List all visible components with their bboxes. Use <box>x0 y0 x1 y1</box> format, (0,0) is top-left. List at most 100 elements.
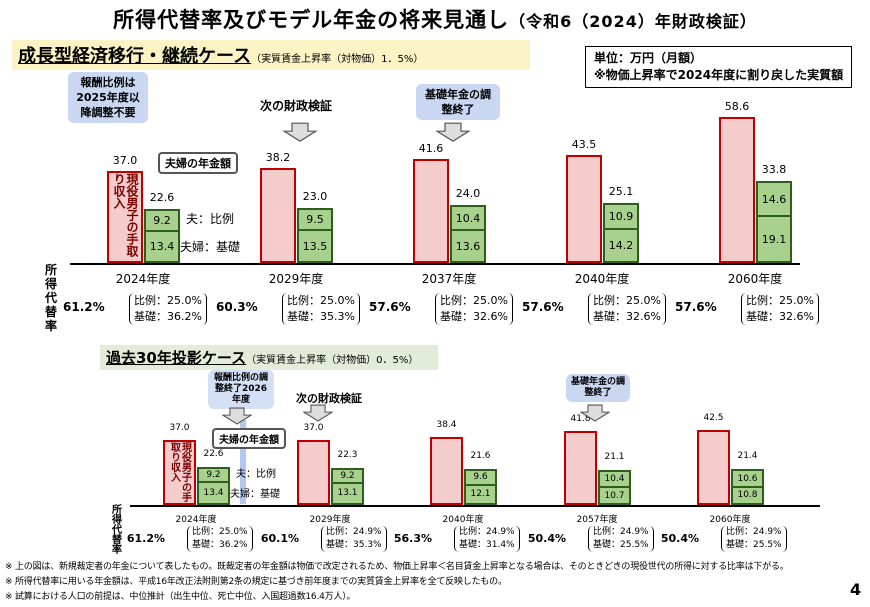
income-bar <box>697 430 730 505</box>
footnote-1: ※ 上の図は、新規裁定者の年金について表したもの。既裁定者の年金額は物価で改定さ… <box>5 562 789 572</box>
income-value: 38.2 <box>265 150 291 164</box>
category-label: 2024年度 <box>115 272 171 286</box>
kiso-bar: 13.4 <box>197 481 230 505</box>
hirei-rate: 比例：25.0% <box>134 294 202 307</box>
income-value: 37.0 <box>303 422 324 433</box>
note-next-review: 次の財政検証 <box>260 99 333 113</box>
income-bar: 現役男子の手取り収入 <box>163 439 196 505</box>
footnote-3: ※ 試算における人口の前提は、中位推計（出生中位、死亡中位、入国超過数16.4万… <box>5 592 356 602</box>
kiso-bar: 10.7 <box>598 486 631 505</box>
replacement-rate: 60.3% <box>216 300 258 314</box>
baseline <box>130 505 820 507</box>
income-value: 42.5 <box>703 413 724 424</box>
category-label: 2057年度 <box>576 515 618 525</box>
rate-breakdown: 比例：25.0% 基礎：32.6% <box>588 293 666 325</box>
category-label: 2060年度 <box>727 272 783 286</box>
unit-line2: ※物価上昇率で2024年度に割り戻した実質額 <box>594 68 844 82</box>
page-title: 所得代替率及びモデル年金の将来見通し（令和6（2024）年財政検証） <box>0 4 870 34</box>
income-value: 38.4 <box>436 420 457 431</box>
case2-header: 過去30年投影ケース（実質賃金上昇率（対物価）0．5%） <box>100 345 438 370</box>
kiso-rate: 基礎：32.6% <box>746 310 814 323</box>
hirei-rate: 比例：25.0% <box>746 294 814 307</box>
kiso-bar: 13.1 <box>331 481 364 505</box>
pension-total-value: 25.1 <box>608 184 634 198</box>
kiso-bar: 14.2 <box>603 227 639 263</box>
category-label: 2024年度 <box>175 515 217 525</box>
replacement-rate: 61.2% <box>63 300 105 314</box>
case1-subtitle: （実質賃金上昇率（対物価）1．5%） <box>251 54 424 65</box>
unit-line1: 単位：万円（月額） <box>594 51 703 65</box>
replacement-rate: 57.6% <box>369 300 411 314</box>
hirei-bar: 10.9 <box>603 202 639 230</box>
hirei-bar: 10.4 <box>450 205 486 232</box>
down-arrow-icon <box>579 404 611 426</box>
title-sub: （令和6（2024）年財政検証） <box>509 12 757 31</box>
income-bar <box>566 154 602 263</box>
hirei-bar: 14.6 <box>756 181 792 218</box>
down-arrow-icon <box>281 122 319 146</box>
replacement-rate: 50.4% <box>660 532 699 545</box>
kiso-bar: 12.1 <box>464 483 497 505</box>
kiso-rate: 基礎：36.2% <box>192 540 248 550</box>
kiso-rate: 基礎：36.2% <box>134 310 202 323</box>
callout-couple-pension-2: 夫婦の年金額 <box>212 428 286 449</box>
pension-total-value: 22.3 <box>337 449 358 460</box>
case2-subtitle: （実質賃金上昇率（対物価）0．5%） <box>246 355 419 366</box>
replacement-rate: 50.4% <box>527 532 566 545</box>
kiso-bar: 13.5 <box>297 229 333 263</box>
category-label: 2029年度 <box>268 272 324 286</box>
income-value: 37.0 <box>112 153 138 167</box>
legend-kiso: 夫婦：基礎 <box>180 240 241 255</box>
hirei-rate: 比例：24.9% <box>593 527 649 537</box>
kiso-bar: 19.1 <box>756 215 792 263</box>
pension-total-value: 33.8 <box>761 163 787 177</box>
side-label-1: 所得代替率 <box>44 263 57 333</box>
replacement-rate: 57.6% <box>675 300 717 314</box>
hirei-bar: 10.6 <box>731 469 764 488</box>
hirei-rate: 比例：24.9% <box>326 527 382 537</box>
kiso-bar: 13.4 <box>144 229 180 263</box>
rate-breakdown: 比例：25.0% 基礎：32.6% <box>741 293 819 325</box>
hirei-rate: 比例：25.0% <box>287 294 355 307</box>
hirei-bar: 9.6 <box>464 468 497 486</box>
note-hirei-end: 報酬比例の調整終了2026年度 <box>208 370 274 409</box>
hirei-rate: 比例：24.9% <box>726 527 782 537</box>
income-value: 58.6 <box>724 100 750 114</box>
replacement-rate: 56.3% <box>393 532 432 545</box>
case1-title: 成長型経済移行・継続ケース <box>18 46 252 67</box>
rate-breakdown: 比例：24.9% 基礎：35.3% <box>321 526 387 552</box>
replacement-rate: 60.1% <box>260 532 299 545</box>
kiso-rate: 基礎：32.6% <box>440 310 508 323</box>
down-arrow-icon <box>434 122 472 146</box>
note-next-review-2: 次の財政検証 <box>296 392 362 405</box>
rate-breakdown: 比例：24.9% 基礎：25.5% <box>721 526 787 552</box>
income-bar <box>260 167 296 263</box>
income-bar: 現役男子の手取り収入 <box>107 170 143 263</box>
hirei-rate: 比例：24.9% <box>459 527 515 537</box>
category-label: 2060年度 <box>709 515 751 525</box>
legend-hirei: 夫：比例 <box>236 469 276 481</box>
rate-breakdown: 比例：25.0% 基礎：32.6% <box>435 293 513 325</box>
hirei-bar: 9.2 <box>144 208 180 232</box>
callout-couple-pension: 夫婦の年金額 <box>158 152 238 174</box>
category-label: 2040年度 <box>442 515 484 525</box>
hirei-bar: 10.4 <box>598 469 631 489</box>
category-label: 2029年度 <box>309 515 351 525</box>
replacement-rate: 57.6% <box>522 300 564 314</box>
unit-note: 単位：万円（月額） ※物価上昇率で2024年度に割り戻した実質額 <box>585 46 853 88</box>
hirei-rate: 比例：25.0% <box>192 527 248 537</box>
rate-breakdown: 比例：25.0% 基礎：36.2% <box>187 526 253 552</box>
legend-hirei: 夫：比例 <box>186 212 235 227</box>
marker-line <box>240 420 246 504</box>
replacement-rate: 61.2% <box>126 532 165 545</box>
pension-total-value: 23.0 <box>302 189 328 203</box>
down-arrow-icon <box>221 407 253 429</box>
rate-breakdown: 比例：24.9% 基礎：31.4% <box>454 526 520 552</box>
income-bar <box>719 117 755 263</box>
hirei-bar: 9.2 <box>331 467 364 484</box>
income-value: 37.0 <box>169 422 190 433</box>
pension-total-value: 22.6 <box>149 190 175 204</box>
income-bar <box>430 437 463 505</box>
kiso-bar: 13.6 <box>450 229 486 263</box>
note-hirei-no-adjust: 報酬比例は2025年度以降調整不要 <box>68 72 148 123</box>
